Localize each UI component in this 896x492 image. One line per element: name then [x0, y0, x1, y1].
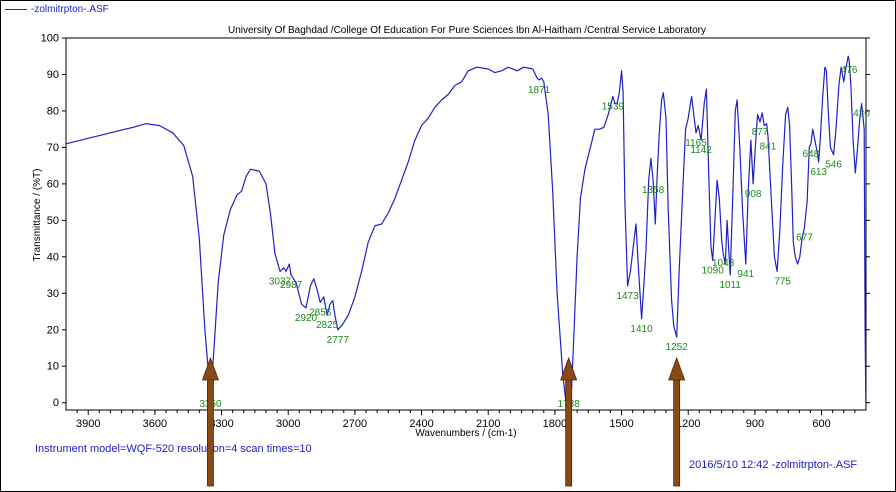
legend: -zolmitrpton-.ASF [5, 4, 109, 15]
legend-line-swatch [5, 9, 27, 10]
peak-label: 1252 [666, 342, 689, 353]
x-axis-label: Wavenumbers / (cm-1) [415, 428, 516, 439]
x-tick-label: 900 [746, 418, 764, 430]
peak-label: 1871 [528, 85, 551, 96]
y-tick-label: 100 [41, 33, 59, 45]
peak-label: 677 [796, 233, 813, 244]
x-tick-label: 3900 [76, 418, 100, 430]
x-tick-label: 1800 [543, 418, 567, 430]
x-tick-label: 3300 [209, 418, 233, 430]
y-tick-label: 70 [47, 142, 59, 154]
peak-label: 2856 [309, 307, 332, 318]
peak-label: 908 [745, 189, 762, 200]
peak-label: 648 [803, 149, 820, 160]
x-tick-label: 1200 [676, 418, 700, 430]
peak-label: 2777 [327, 335, 350, 346]
arrow-head [668, 356, 686, 381]
peak-label: 775 [774, 276, 791, 287]
peak-label: 420 [853, 109, 870, 120]
arrow-shaft [673, 377, 681, 487]
plot-area-frame [65, 37, 867, 411]
x-tick-label: 3000 [276, 418, 300, 430]
peak-label: 1011 [719, 280, 741, 291]
ticks: 0 10 20 30 40 50 60 70 80 90 100 3900 3600 3300 3000 27… [41, 33, 870, 430]
y-tick-label: 30 [47, 288, 59, 300]
arrow-head [201, 356, 220, 381]
y-tick-label: 90 [47, 69, 59, 81]
x-tick-label: 1500 [609, 418, 633, 430]
y-tick-label: 20 [47, 324, 59, 336]
arrow-shaft [207, 377, 214, 487]
peak-label: 1165 [685, 138, 707, 149]
trace [65, 55, 867, 411]
arrow-head [560, 356, 578, 381]
y-tick-label: 60 [47, 178, 59, 190]
axes [65, 37, 867, 411]
file-timestamp: 2016/5/10 12:42 -zolmitrpton-.ASF [689, 459, 858, 471]
peak-label: 1043 [712, 258, 735, 269]
x-tick-label: 2400 [409, 418, 433, 430]
y-tick-label: 80 [47, 105, 59, 117]
peak-label: 2920 [295, 313, 318, 324]
y-tick-label: 0 [53, 397, 59, 409]
peak-labels: 3350303729872920285628252777187117381539… [199, 65, 870, 410]
x-tick-label: 3600 [143, 418, 167, 430]
y-tick-label: 10 [47, 361, 59, 373]
y-tick-label: 40 [47, 251, 59, 263]
arrow-shaft [565, 377, 573, 487]
peak-label: 546 [825, 160, 842, 171]
peak-label: 1142 [690, 145, 712, 156]
peak-label: 1410 [630, 324, 653, 335]
peak-label: 877 [752, 127, 769, 138]
peak-label: 613 [810, 167, 827, 178]
spectrum-line [65, 55, 867, 411]
peak-label: 1358 [642, 185, 665, 196]
peak-label: 2825 [316, 320, 339, 331]
peak-label: 941 [737, 269, 754, 280]
peak-label: 1539 [602, 101, 625, 112]
peak-label: 841 [760, 141, 777, 152]
peak-label: 1090 [702, 265, 725, 276]
peak-label: 3037 [269, 276, 292, 287]
peak-label: 2987 [280, 280, 303, 291]
annotation-arrows [201, 356, 686, 487]
legend-label: -zolmitrpton-.ASF [31, 4, 109, 15]
x-tick-label: 600 [812, 418, 830, 430]
y-axis-label: Transmittance / (%T) [32, 169, 43, 262]
peak-label: 476 [841, 65, 858, 76]
chart-title: University Of Baghdad /College Of Educat… [227, 25, 706, 36]
y-tick-label: 50 [47, 215, 59, 227]
instrument-info: Instrument model=WQF-520 resolution=4 sc… [35, 443, 312, 455]
x-tick-label: 2100 [476, 418, 500, 430]
x-tick-label: 2700 [343, 418, 367, 430]
peak-label: 1473 [616, 291, 639, 302]
